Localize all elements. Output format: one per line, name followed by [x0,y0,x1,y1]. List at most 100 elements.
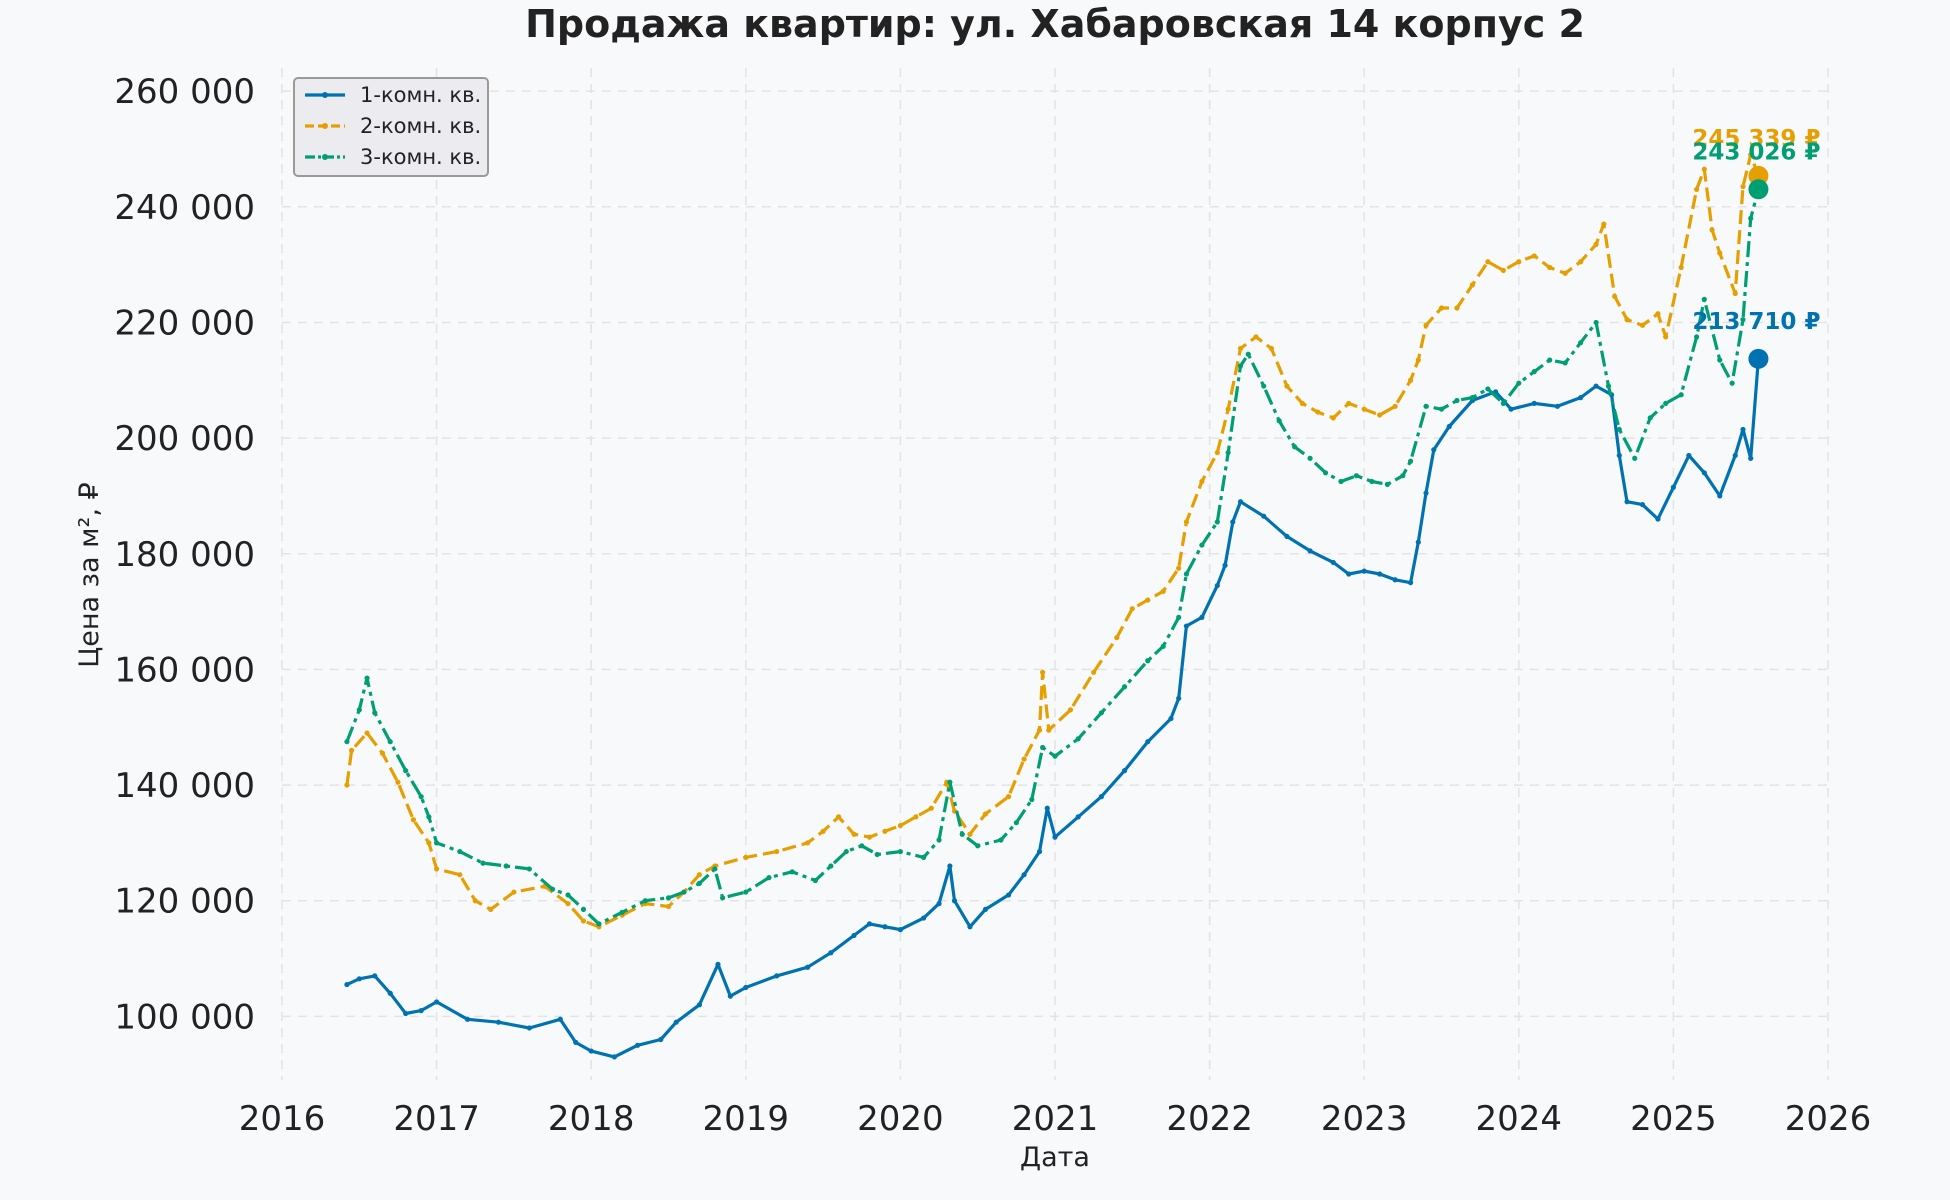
end-marker [1748,179,1769,200]
data-point [1593,241,1599,247]
x-tick-label: 2018 [548,1099,635,1139]
data-point [1121,768,1128,774]
data-point [1075,736,1081,742]
data-point [1748,152,1754,158]
data-point [549,886,556,892]
data-point [457,848,463,855]
data-point [403,768,409,774]
data-point [426,840,432,846]
data-point [403,1010,409,1017]
data-point [696,880,703,886]
data-point [596,921,602,927]
data-point [1423,403,1429,409]
data-point [897,927,904,933]
data-point [1415,539,1421,545]
data-point [1284,533,1290,540]
data-point [1578,395,1584,401]
data-point [472,898,478,904]
data-point [557,1016,563,1022]
data-point [1225,406,1231,412]
data-point [897,848,904,855]
data-point [1531,369,1537,375]
data-point [658,1036,664,1043]
data-point [936,901,942,907]
data-point [1075,814,1081,820]
data-point [1253,334,1259,340]
data-point [1748,455,1754,461]
data-point [1245,351,1251,357]
data-point [418,794,424,800]
legend-marker [322,92,328,98]
data-point [1052,834,1058,840]
data-point [1330,415,1336,421]
data-point [1446,423,1452,430]
data-point [480,860,486,866]
data-point [975,843,981,849]
x-tick-label: 2020 [857,1099,944,1139]
x-tick-label: 2016 [239,1099,326,1139]
data-point [920,854,927,860]
data-point [565,892,571,898]
data-point [882,924,888,930]
end-value-label: 213 710 ₽ [1692,309,1820,335]
data-point [1407,377,1414,383]
data-point [882,828,888,834]
data-point [1748,215,1754,221]
data-point [774,973,780,979]
data-point [1717,493,1723,499]
data-point [1168,715,1174,722]
y-tick-label: 220 000 [114,303,255,343]
data-point [1091,669,1097,675]
data-point [1315,409,1321,415]
data-point [1199,542,1205,548]
data-point [1655,516,1661,522]
data-point [364,675,370,681]
data-point [434,866,440,872]
data-point [959,831,965,837]
data-point [1199,614,1205,620]
data-point [434,840,440,846]
series-line [346,358,1760,1059]
data-point [1322,470,1329,476]
data-point [1400,473,1406,479]
data-point [1431,447,1437,453]
data-point [526,1025,532,1031]
data-point [843,848,849,855]
data-point [774,848,780,855]
data-point [920,915,927,921]
data-point [503,863,509,869]
y-tick-label: 140 000 [114,766,255,806]
x-tick-label: 2019 [703,1099,790,1139]
data-point [1006,892,1012,898]
data-point [1670,484,1676,490]
data-point [1562,360,1568,366]
legend-label: 2-комн. кв. [360,114,481,138]
data-point [1183,623,1190,629]
data-point [1578,340,1584,346]
data-point [1423,490,1429,496]
data-point [1392,403,1398,409]
x-axis: 2016 2017 2018 2019 2020 2021 2022 2023 2024 2025… [239,1099,1872,1139]
data-point [1485,386,1491,392]
data-point [344,981,350,988]
data-point [851,932,857,939]
data-point [1052,753,1058,759]
data-point [1701,296,1707,302]
data-point [1330,559,1336,566]
legend-marker [322,123,328,129]
data-point [947,779,953,785]
data-point [1284,383,1290,389]
data-point [1693,334,1700,340]
data-point [1176,614,1182,620]
data-point [1021,872,1027,878]
data-point [1121,684,1128,690]
data-point [1554,403,1561,409]
data-point [1183,519,1190,525]
data-point [1686,452,1692,459]
series-3 [344,186,1762,927]
data-point [1261,383,1267,389]
x-tick-label: 2025 [1630,1099,1717,1139]
data-point [1160,643,1166,649]
data-point [1438,406,1445,412]
data-point [947,863,953,869]
